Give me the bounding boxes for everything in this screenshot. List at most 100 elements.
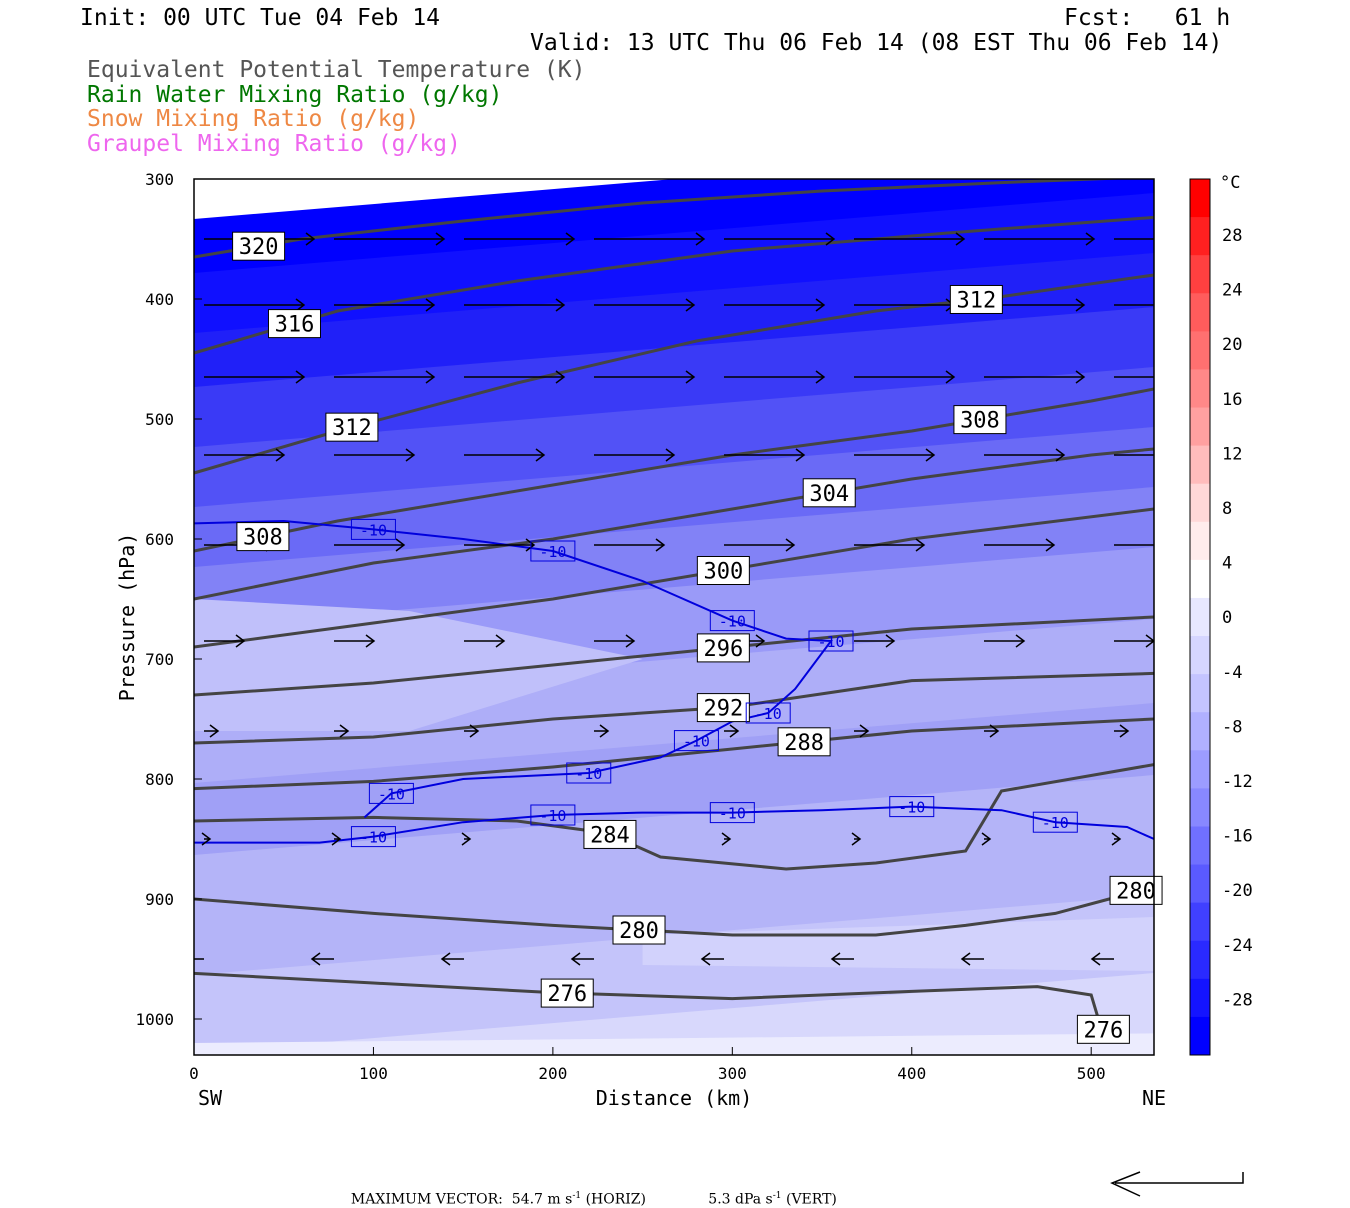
legend-theta-e: Equivalent Potential Temperature (K) <box>87 57 586 83</box>
wind-vector <box>334 448 416 462</box>
temperature-label: -10 <box>539 543 566 561</box>
wind-vector <box>854 538 926 552</box>
wind-vector <box>984 634 1026 648</box>
colorbar-swatch <box>1190 293 1210 332</box>
wind-vector <box>194 958 204 960</box>
colorbar-label: 20 <box>1222 335 1242 355</box>
colorbar-label: 4 <box>1222 554 1232 574</box>
temperature-label-box <box>673 730 719 752</box>
x-tick-label: 100 <box>359 1064 388 1083</box>
temperature-label-box <box>530 540 576 562</box>
wind-vector <box>984 724 1000 738</box>
wind-vector <box>464 724 480 738</box>
wind-vector <box>594 298 696 312</box>
theta-e-line <box>194 717 1154 791</box>
colorbar-swatch <box>1190 179 1210 218</box>
theta-e-label-box <box>236 522 290 552</box>
temperature-label-box <box>350 518 396 540</box>
wind-vector <box>204 724 220 738</box>
y-tick-label: 900 <box>145 890 174 909</box>
wind-vector <box>464 634 506 648</box>
x-tick-label: 500 <box>1077 1064 1106 1083</box>
right-end-label: NE <box>1142 1086 1166 1110</box>
x-tick-label: 0 <box>189 1064 199 1083</box>
colorbar-swatch <box>1190 597 1210 637</box>
wind-vector <box>724 448 806 462</box>
wind-vector <box>334 724 350 738</box>
theta-e-label-box <box>540 978 594 1008</box>
wind-vector <box>334 634 376 648</box>
theta-e-label: 280 <box>619 919 659 944</box>
temperature-label: -10 <box>360 521 387 539</box>
wind-vector <box>204 448 286 462</box>
wind-vector <box>830 952 854 966</box>
wind-vector <box>464 448 546 462</box>
y-tick-label: 800 <box>145 770 174 789</box>
colorbar-swatch <box>1190 445 1210 485</box>
colorbar-swatch <box>1190 407 1210 447</box>
wind-vector <box>724 538 796 552</box>
wind-vector <box>204 634 246 648</box>
wind-vector <box>204 370 306 384</box>
theta-e-label: 308 <box>960 409 1000 434</box>
wind-vector <box>334 538 406 552</box>
colorbar-label: -16 <box>1222 827 1253 847</box>
wind-vector <box>594 232 706 246</box>
wind-vector <box>440 952 464 966</box>
theta-e-label: 280 <box>1116 879 1156 904</box>
theta-e-label: 276 <box>547 982 587 1007</box>
theta-e-label: 312 <box>332 416 372 441</box>
wind-vector <box>724 724 740 738</box>
wind-vector <box>594 538 666 552</box>
wind-vector <box>851 832 862 846</box>
theta-e-label: 288 <box>784 731 824 756</box>
theta-e-label: 316 <box>275 313 315 338</box>
y-tick-label: 700 <box>145 650 174 669</box>
left-end-label: SW <box>198 1086 223 1110</box>
temperature-label: -10 <box>1042 814 1069 832</box>
wind-vector <box>854 724 870 738</box>
temp-band <box>194 973 1154 1055</box>
theta-e-label: 296 <box>703 637 743 662</box>
theta-e-label: 292 <box>703 697 743 722</box>
colorbar-label: -28 <box>1222 990 1253 1010</box>
wind-vector <box>700 952 724 966</box>
colorbar-swatch <box>1190 674 1210 713</box>
wind-vector <box>461 832 472 846</box>
theta-e-label: 276 <box>1084 1018 1124 1043</box>
wind-vector <box>981 832 992 846</box>
legend-graupel: Graupel Mixing Ratio (g/kg) <box>87 131 461 157</box>
wind-vector <box>984 538 1056 552</box>
colorbar-swatch <box>1190 940 1210 980</box>
theta-e-label-box <box>953 405 1007 435</box>
colorbar-swatch <box>1190 826 1210 866</box>
y-tick-label: 600 <box>145 530 174 549</box>
wind-vector <box>724 370 826 384</box>
colorbar-unit: °C <box>1220 173 1240 193</box>
colorbar-swatch <box>1190 750 1210 789</box>
temperature-label: -10 <box>683 733 710 751</box>
wind-vector <box>1090 952 1114 966</box>
wind-vector <box>984 370 1086 384</box>
init-time: Init: 00 UTC Tue 04 Feb 14 <box>80 5 441 31</box>
wind-vector <box>854 634 896 648</box>
colorbar-swatch <box>1190 978 1210 1018</box>
wind-vector <box>204 298 306 312</box>
temperature-label-box <box>368 782 414 804</box>
wind-vector <box>984 448 1066 462</box>
colorbar-label: -4 <box>1222 663 1242 683</box>
x-axis-title: Distance (km) <box>596 1086 753 1110</box>
forecast-hour: Fcst: 61 h <box>1064 5 1231 31</box>
max-vector-footer: MAXIMUM VECTOR: 54.7 m s-1 (HORIZ) 5.3 d… <box>342 1175 837 1208</box>
colorbar-label: 16 <box>1222 390 1242 410</box>
theta-e-label-box <box>696 693 750 723</box>
colorbar-label: 0 <box>1222 608 1232 628</box>
wind-vector <box>594 448 676 462</box>
theta-e-label: 284 <box>590 823 630 848</box>
wind-vector <box>331 832 342 846</box>
colorbar-label: -20 <box>1222 881 1253 901</box>
temperature-label-box <box>709 610 755 632</box>
temperature-label-box <box>808 630 854 652</box>
y-tick-label: 500 <box>145 410 174 429</box>
